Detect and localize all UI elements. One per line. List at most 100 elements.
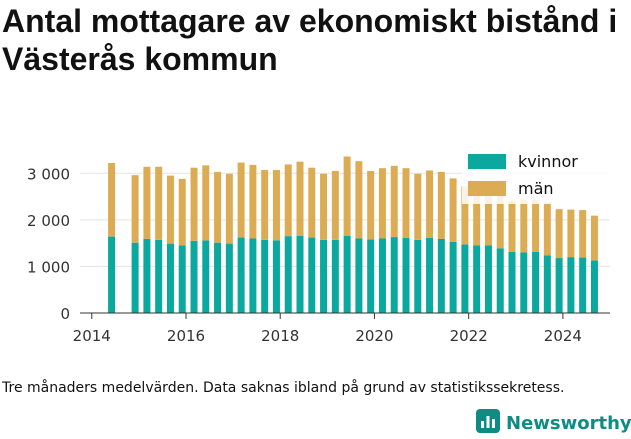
bar-kvinnor (190, 240, 198, 313)
bar-kvinnor (555, 258, 563, 313)
bar-kvinnor (155, 239, 163, 313)
bar-kvinnor (343, 235, 351, 313)
bar-man (237, 162, 245, 238)
bar-chart-logo-icon (476, 409, 500, 437)
legend-label: män (518, 179, 554, 198)
bar-kvinnor (331, 239, 339, 313)
bar-kvinnor (202, 240, 210, 313)
y-tick-label: 2 000 (27, 212, 70, 230)
x-tick-label: 2014 (73, 327, 111, 345)
bar-man (225, 173, 233, 244)
bar-kvinnor (261, 239, 269, 313)
bar-man (343, 156, 351, 236)
bar-kvinnor (272, 240, 280, 313)
bar-man (131, 175, 139, 243)
legend-swatch (468, 181, 506, 196)
bar-kvinnor (590, 260, 598, 313)
bar-man (449, 178, 457, 242)
chart-caption: Tre månaders medelvärden. Data saknas ib… (2, 380, 565, 396)
bar-man (214, 171, 222, 243)
bar-man (331, 170, 339, 240)
y-tick-label: 3 000 (27, 165, 70, 183)
bar-man (520, 199, 528, 253)
bar-man (367, 170, 375, 240)
bar-kvinnor (131, 242, 139, 313)
bar-kvinnor (320, 239, 328, 313)
bar-man (320, 173, 328, 240)
bar-kvinnor (473, 245, 481, 313)
x-tick-label: 2020 (355, 327, 393, 345)
bar-kvinnor (108, 236, 116, 313)
bar-kvinnor (496, 248, 504, 313)
bar-kvinnor (532, 251, 540, 313)
legend-swatch (468, 154, 506, 169)
bar-kvinnor (579, 257, 587, 313)
bar-kvinnor (449, 241, 457, 313)
bar-man (108, 163, 116, 237)
bar-kvinnor (461, 244, 469, 313)
bar-kvinnor (284, 236, 292, 313)
bar-man (143, 166, 151, 239)
bar-man (437, 171, 445, 239)
bar-man (426, 170, 434, 239)
x-tick-label: 2018 (261, 327, 299, 345)
bar-man (261, 170, 269, 240)
bar-man (272, 170, 280, 241)
x-tick-label: 2024 (544, 327, 582, 345)
brand-logo[interactable]: Newsworthy (476, 409, 631, 437)
y-tick-label: 0 (60, 305, 70, 323)
bar-kvinnor (426, 238, 434, 313)
bar-kvinnor (378, 238, 386, 313)
bar-man (178, 178, 186, 246)
bar-man (496, 194, 504, 249)
bar-man (284, 164, 292, 237)
bar-kvinnor (414, 239, 422, 313)
chart-title: Antal mottagare av ekonomiskt bistånd i … (2, 3, 618, 77)
bar-man (508, 200, 516, 252)
bar-kvinnor (225, 243, 233, 313)
bar-kvinnor (296, 235, 304, 313)
bar-man (567, 209, 575, 258)
bar-man (461, 186, 469, 245)
chart-canvas: 0 1 000 2 000 3 000 2014 2016 2018 2020 2022 2024… (27, 152, 610, 345)
bar-kvinnor (308, 237, 316, 313)
bar-man (590, 215, 598, 261)
bar-man (155, 166, 163, 240)
bar-man (166, 175, 174, 244)
bar-kvinnor (214, 242, 222, 313)
brand-name: Newsworthy (506, 412, 631, 434)
bar-kvinnor (390, 237, 398, 313)
bar-man (473, 188, 481, 246)
bar-man (308, 167, 316, 238)
bar-kvinnor (437, 238, 445, 313)
bar-kvinnor (143, 238, 151, 313)
x-tick-label: 2022 (450, 327, 488, 345)
y-tick-label: 1 000 (27, 258, 70, 276)
bar-kvinnor (484, 245, 492, 313)
bar-man (402, 168, 410, 239)
bar-kvinnor (249, 238, 257, 313)
bar-kvinnor (567, 257, 575, 313)
bar-man (579, 210, 587, 258)
bar-man (202, 165, 210, 241)
bar-man (532, 199, 540, 252)
bar-man (414, 173, 422, 240)
bar-man (543, 202, 551, 256)
bar-man (190, 167, 198, 241)
bar-kvinnor (355, 238, 363, 313)
bar-kvinnor (543, 255, 551, 313)
bar-man (378, 168, 386, 239)
bar-man (390, 165, 398, 238)
bar-man (484, 189, 492, 246)
legend-label: kvinnor (518, 152, 578, 171)
bar-man (355, 161, 363, 239)
bar-man (249, 164, 257, 239)
bar-kvinnor (402, 238, 410, 313)
bar-kvinnor (520, 252, 528, 313)
bar-kvinnor (166, 243, 174, 313)
bar-man (555, 209, 563, 259)
bar-kvinnor (367, 239, 375, 313)
bar-kvinnor (508, 251, 516, 313)
bar-kvinnor (237, 237, 245, 313)
x-tick-label: 2016 (167, 327, 205, 345)
